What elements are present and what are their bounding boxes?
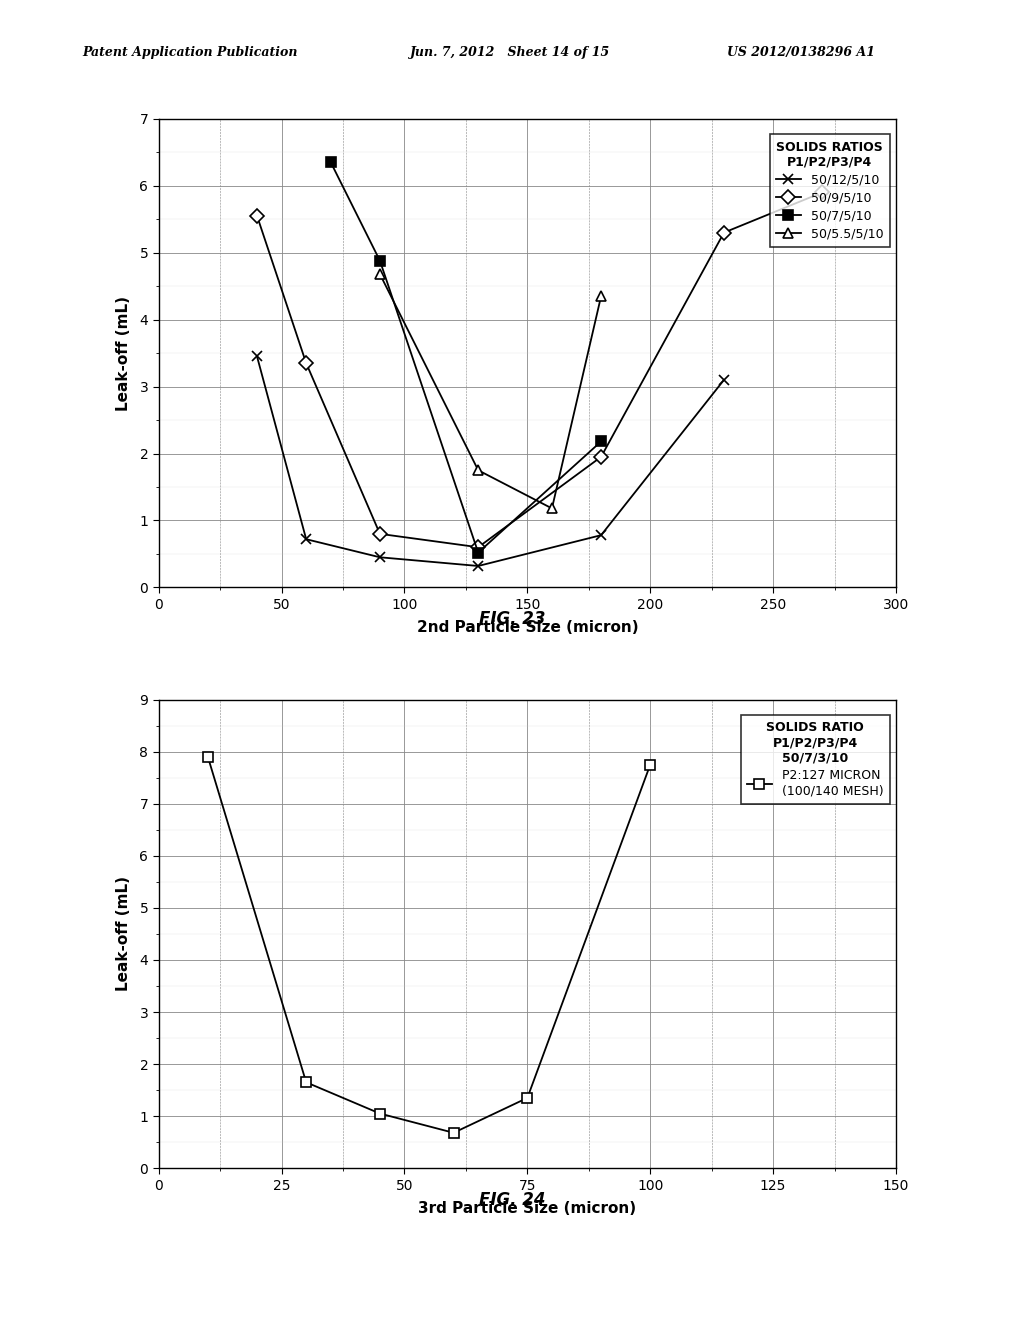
Text: FIG. 24: FIG. 24 bbox=[479, 1191, 545, 1209]
Legend: P2:127 MICRON
(100/140 MESH): P2:127 MICRON (100/140 MESH) bbox=[740, 715, 890, 804]
Text: FIG. 23: FIG. 23 bbox=[479, 610, 545, 628]
X-axis label: 3rd Particle Size (micron): 3rd Particle Size (micron) bbox=[418, 1201, 637, 1216]
Text: US 2012/0138296 A1: US 2012/0138296 A1 bbox=[727, 46, 876, 59]
X-axis label: 2nd Particle Size (micron): 2nd Particle Size (micron) bbox=[417, 620, 638, 635]
Y-axis label: Leak-off (mL): Leak-off (mL) bbox=[116, 296, 131, 411]
Legend: 50/12/5/10, 50/9/5/10, 50/7/5/10, 50/5.5/5/10: 50/12/5/10, 50/9/5/10, 50/7/5/10, 50/5.5… bbox=[770, 135, 890, 247]
Text: Jun. 7, 2012   Sheet 14 of 15: Jun. 7, 2012 Sheet 14 of 15 bbox=[410, 46, 610, 59]
Text: Patent Application Publication: Patent Application Publication bbox=[82, 46, 297, 59]
Y-axis label: Leak-off (mL): Leak-off (mL) bbox=[116, 876, 131, 991]
